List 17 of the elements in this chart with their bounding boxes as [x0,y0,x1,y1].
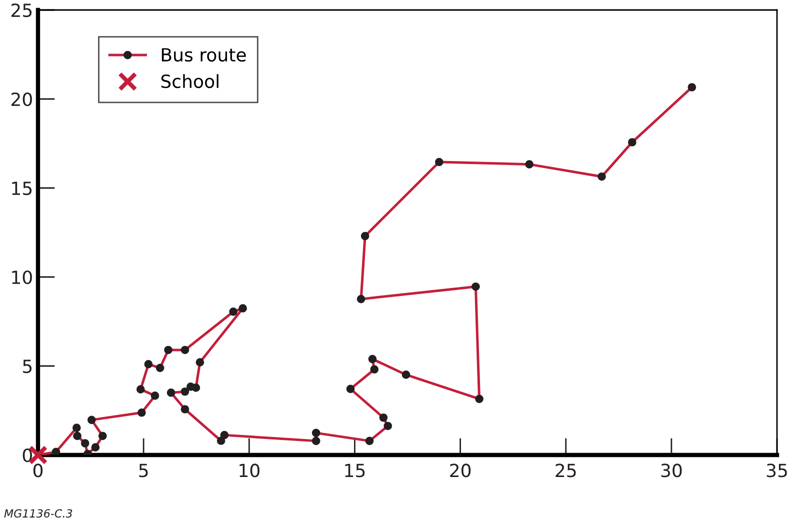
x-tick-label: 5 [139,464,148,478]
text: MG1136-C.3 [4,509,72,518]
x-tick-label: 30 [661,464,682,478]
x-tick-label: 0 [33,464,43,478]
y-tick-label: 0 [22,448,32,462]
legend-label: School [161,74,218,88]
x-tick-label: 35 [766,464,787,478]
y-tick-label: 20 [11,92,32,106]
y-tick-label: 15 [12,182,32,196]
x-tick-label: 10 [240,464,260,478]
x-tick-label: 25 [556,464,576,478]
x-tick-label: 20 [450,464,471,478]
legend-label: Bus route [162,48,246,62]
y-tick-label: 5 [23,360,32,374]
y-tick-label: 10 [12,270,32,284]
y-tick-label: 25 [11,3,32,18]
x-tick-label: 15 [345,464,365,478]
